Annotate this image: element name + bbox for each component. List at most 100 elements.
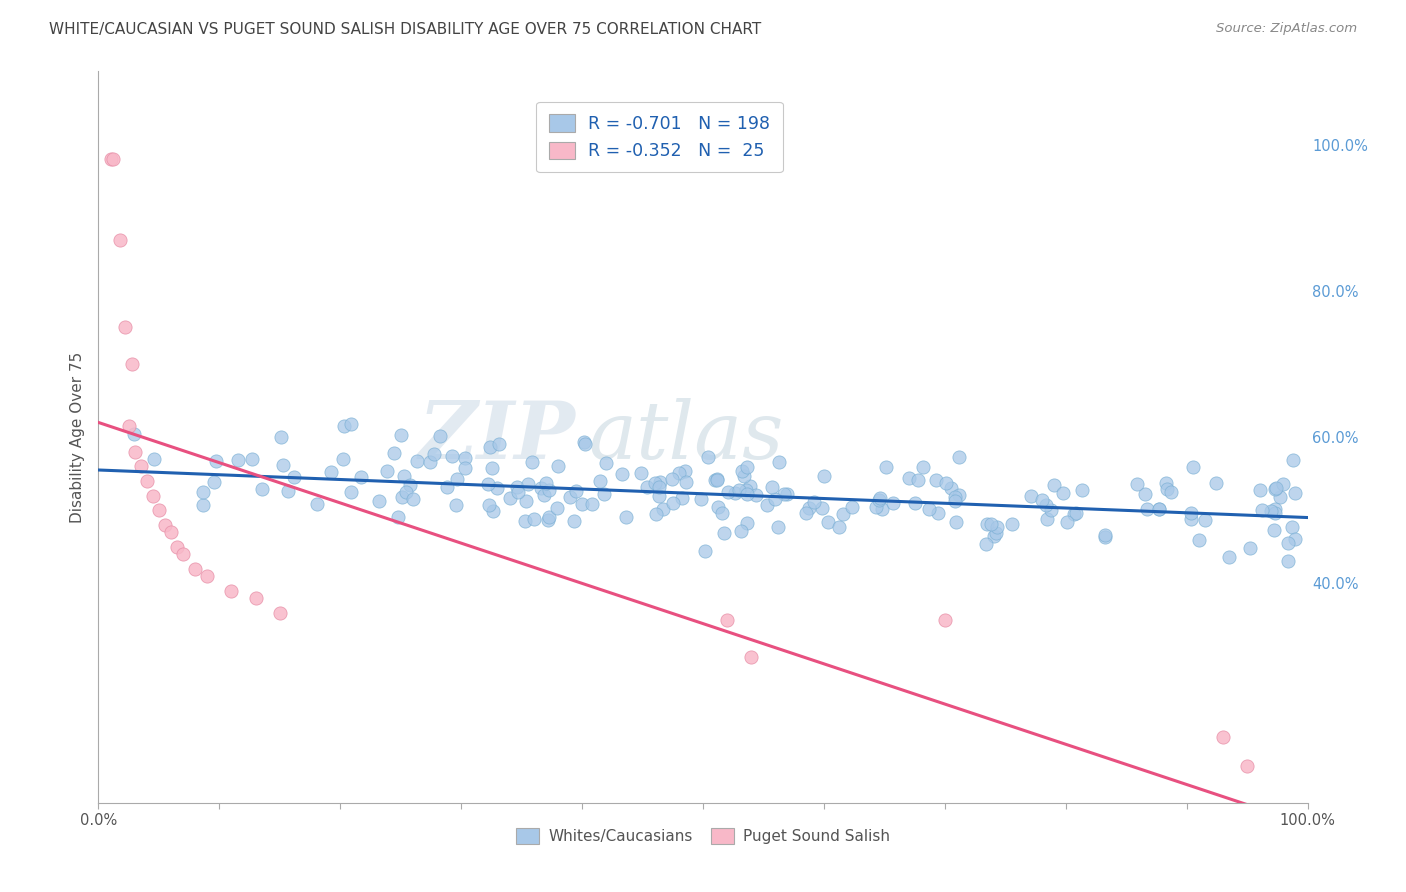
Point bbox=[1264, 481, 1286, 495]
Point bbox=[269, 606, 291, 620]
Point bbox=[644, 507, 666, 521]
Legend: Whites/Caucasians, Puget Sound Salish: Whites/Caucasians, Puget Sound Salish bbox=[510, 822, 896, 850]
Point bbox=[350, 469, 373, 483]
Point bbox=[939, 481, 962, 495]
Point bbox=[1039, 503, 1062, 517]
Point bbox=[436, 480, 458, 494]
Point bbox=[124, 444, 146, 458]
Point bbox=[1035, 498, 1057, 512]
Point bbox=[478, 441, 501, 455]
Point bbox=[614, 510, 637, 524]
Point bbox=[1019, 489, 1042, 503]
Point bbox=[875, 460, 897, 475]
Point bbox=[226, 453, 249, 467]
Y-axis label: Disability Age Over 75: Disability Age Over 75 bbox=[69, 351, 84, 523]
Point bbox=[534, 476, 557, 491]
Point bbox=[706, 471, 728, 485]
Point bbox=[765, 492, 787, 507]
Point bbox=[1180, 512, 1202, 526]
Point bbox=[419, 455, 441, 469]
Point bbox=[976, 517, 998, 532]
Point bbox=[516, 476, 538, 491]
Point bbox=[523, 511, 546, 525]
Point bbox=[195, 569, 218, 583]
Point bbox=[277, 484, 299, 499]
Point bbox=[513, 514, 536, 528]
Point bbox=[560, 491, 582, 505]
Point bbox=[797, 500, 820, 515]
Point bbox=[644, 475, 666, 490]
Point bbox=[647, 480, 669, 494]
Point bbox=[904, 495, 927, 509]
Point bbox=[1188, 533, 1211, 548]
Point bbox=[734, 483, 756, 498]
Point bbox=[811, 500, 834, 515]
Point bbox=[740, 479, 762, 493]
Point bbox=[1212, 730, 1234, 744]
Point bbox=[564, 484, 586, 499]
Point bbox=[610, 467, 633, 482]
Point bbox=[1194, 513, 1216, 527]
Point bbox=[828, 520, 851, 534]
Point bbox=[153, 517, 176, 532]
Point bbox=[389, 428, 412, 442]
Point bbox=[1001, 517, 1024, 532]
Text: atlas: atlas bbox=[588, 399, 783, 475]
Point bbox=[482, 504, 505, 518]
Point bbox=[794, 506, 817, 520]
Point bbox=[1277, 554, 1299, 568]
Point bbox=[429, 429, 451, 443]
Point bbox=[1270, 490, 1292, 504]
Point bbox=[1272, 477, 1295, 491]
Point bbox=[1182, 459, 1205, 474]
Point bbox=[636, 480, 658, 494]
Point bbox=[724, 486, 747, 500]
Point bbox=[768, 520, 790, 534]
Point bbox=[745, 488, 768, 502]
Point bbox=[270, 430, 292, 444]
Point bbox=[100, 152, 122, 166]
Point bbox=[441, 449, 464, 463]
Text: WHITE/CAUCASIAN VS PUGET SOUND SALISH DISABILITY AGE OVER 75 CORRELATION CHART: WHITE/CAUCASIAN VS PUGET SOUND SALISH DI… bbox=[49, 22, 762, 37]
Point bbox=[340, 485, 363, 500]
Point bbox=[533, 488, 555, 502]
Point bbox=[593, 487, 616, 501]
Point bbox=[1036, 512, 1059, 526]
Point bbox=[108, 233, 131, 247]
Point bbox=[690, 492, 713, 507]
Point bbox=[652, 501, 675, 516]
Point bbox=[562, 514, 585, 528]
Point bbox=[773, 487, 796, 501]
Point bbox=[547, 459, 569, 474]
Point bbox=[423, 447, 446, 461]
Point bbox=[1126, 477, 1149, 491]
Point bbox=[768, 454, 790, 468]
Point bbox=[121, 357, 143, 371]
Point bbox=[537, 483, 560, 498]
Point bbox=[1136, 502, 1159, 516]
Point bbox=[250, 483, 273, 497]
Point bbox=[283, 470, 305, 484]
Point bbox=[377, 464, 399, 478]
Point bbox=[1264, 482, 1286, 496]
Point bbox=[1281, 519, 1303, 533]
Point bbox=[245, 591, 267, 605]
Point bbox=[488, 437, 510, 451]
Point bbox=[630, 467, 652, 481]
Point bbox=[1154, 475, 1177, 490]
Point bbox=[574, 437, 596, 451]
Point bbox=[1264, 502, 1286, 516]
Point bbox=[756, 498, 779, 512]
Point bbox=[1031, 493, 1053, 508]
Point bbox=[101, 152, 124, 166]
Point bbox=[707, 500, 730, 514]
Point bbox=[1239, 541, 1261, 556]
Point bbox=[1149, 502, 1171, 516]
Point bbox=[776, 487, 799, 501]
Point bbox=[872, 502, 894, 516]
Point bbox=[148, 503, 170, 517]
Point bbox=[160, 525, 183, 540]
Point bbox=[581, 497, 603, 511]
Point bbox=[166, 540, 188, 554]
Point bbox=[454, 461, 477, 475]
